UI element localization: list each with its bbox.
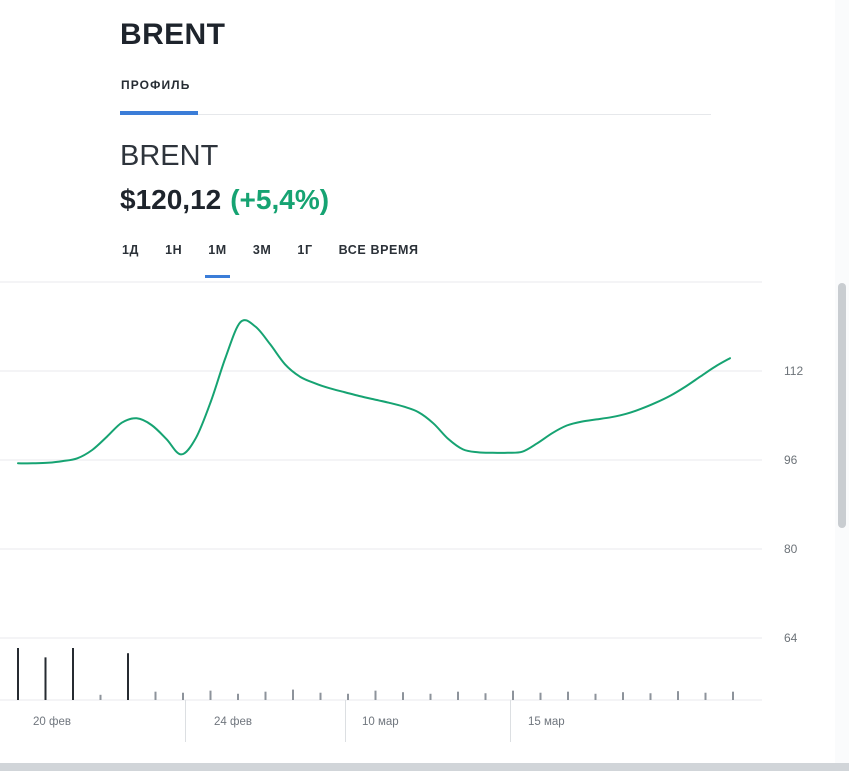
y-tick-label: 112: [784, 364, 804, 378]
vertical-scrollbar-track[interactable]: [835, 0, 849, 771]
range-tab-3m[interactable]: 3М: [252, 243, 272, 257]
tabs-divider: [120, 114, 711, 115]
range-tab-1w[interactable]: 1Н: [165, 243, 183, 257]
chart-area: [0, 280, 849, 750]
horizontal-scrollbar[interactable]: [0, 763, 849, 771]
x-axis-separator: [185, 700, 186, 742]
y-tick-label: 96: [784, 453, 798, 467]
price-line: [17, 319, 731, 465]
x-tick-label: 10 мар: [362, 716, 399, 728]
range-tab-all[interactable]: ВСЕ ВРЕМЯ: [338, 243, 419, 257]
x-tick-label: 15 мар: [528, 716, 565, 728]
range-tab-1d[interactable]: 1Д: [122, 243, 140, 257]
y-tick-label: 64: [784, 631, 798, 645]
x-tick-label: 24 фев: [214, 716, 252, 728]
instrument-change: (+5,4%): [230, 184, 330, 215]
instrument-price: $120,12: [120, 184, 222, 215]
range-tab-1y[interactable]: 1Г: [297, 243, 313, 257]
price-row: $120,12 (+5,4%): [120, 184, 329, 216]
page-title: BRENT: [120, 18, 226, 51]
y-tick-label: 80: [784, 542, 798, 556]
range-tab-1m[interactable]: 1М: [205, 243, 230, 278]
tab-profile[interactable]: ПРОФИЛЬ: [121, 78, 191, 92]
instrument-name: BRENT: [120, 140, 219, 172]
range-tabs: 1Д 1Н 1М 3М 1Г ВСЕ ВРЕМЯ: [122, 243, 419, 278]
vertical-scrollbar-thumb[interactable]: [838, 283, 846, 528]
x-tick-label: 20 фев: [33, 716, 71, 728]
tab-profile-active-underline: [120, 111, 198, 115]
price-chart[interactable]: [0, 280, 849, 750]
x-axis-separator: [510, 700, 511, 742]
x-axis-separator: [345, 700, 346, 742]
